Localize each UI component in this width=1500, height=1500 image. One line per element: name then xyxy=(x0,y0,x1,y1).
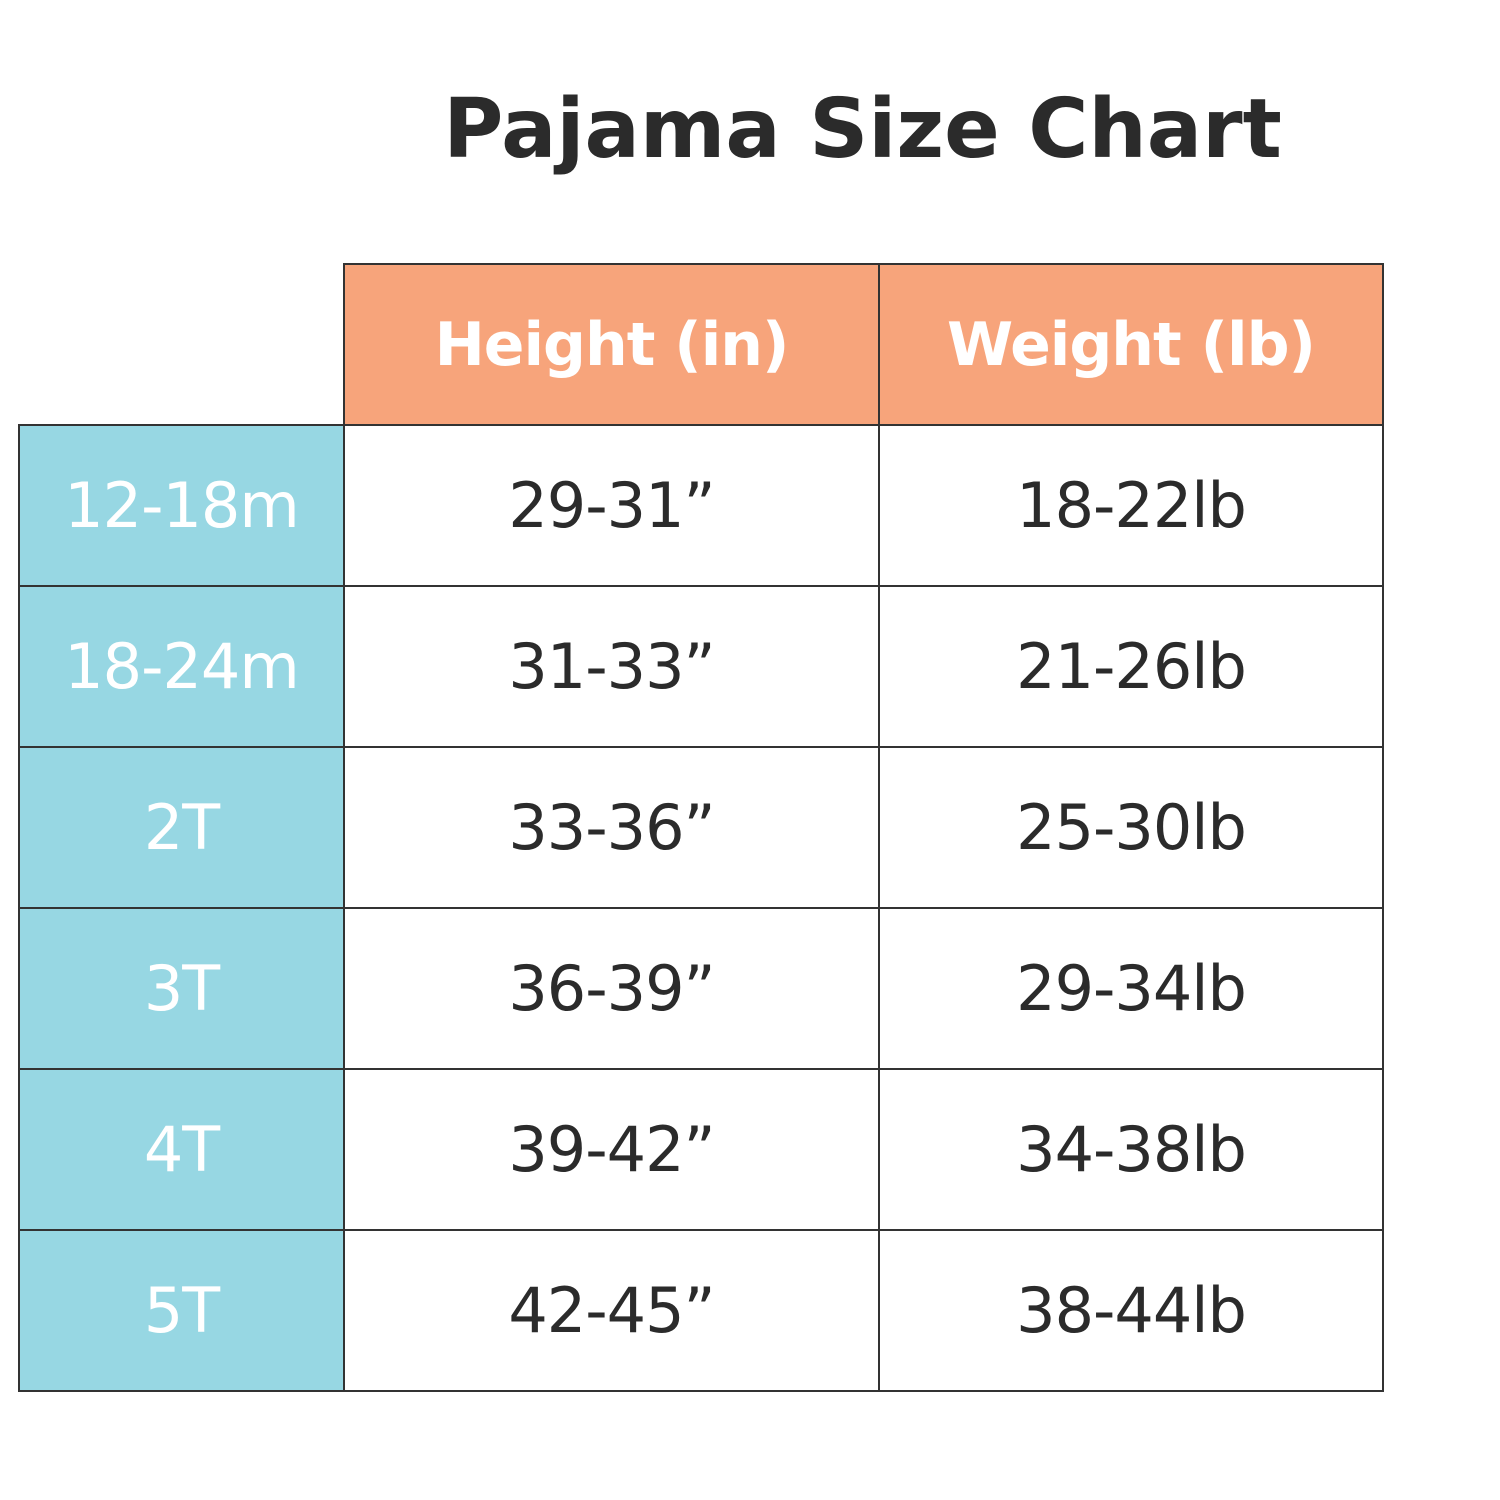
size-value: 31-33” xyxy=(343,585,880,748)
size-label: 4T xyxy=(18,1068,345,1231)
column-header: Weight (lb) xyxy=(878,263,1384,426)
size-value: 29-34lb xyxy=(878,907,1384,1070)
size-label: 5T xyxy=(18,1229,345,1392)
size-value: 42-45” xyxy=(343,1229,880,1392)
title: Pajama Size Chart xyxy=(443,82,1282,177)
size-value: 36-39” xyxy=(343,907,880,1070)
size-value: 25-30lb xyxy=(878,746,1384,909)
size-value: 18-22lb xyxy=(878,424,1384,587)
size-value: 34-38lb xyxy=(878,1068,1384,1231)
size-value: 21-26lb xyxy=(878,585,1384,748)
size-label: 18-24m xyxy=(18,585,345,748)
size-label: 3T xyxy=(18,907,345,1070)
size-value: 38-44lb xyxy=(878,1229,1384,1392)
size-label: 12-18m xyxy=(18,424,345,587)
size-label: 2T xyxy=(18,746,345,909)
column-header: Height (in) xyxy=(343,263,880,426)
size-value: 33-36” xyxy=(343,746,880,909)
size-value: 39-42” xyxy=(343,1068,880,1231)
size-value: 29-31” xyxy=(343,424,880,587)
